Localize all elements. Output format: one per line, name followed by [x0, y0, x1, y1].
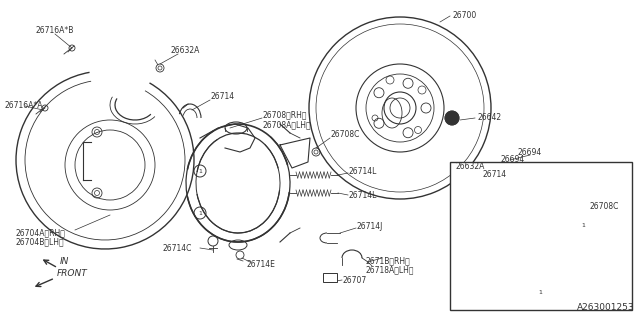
Text: 26642: 26642 — [477, 113, 501, 122]
Text: 26632A: 26632A — [170, 46, 200, 55]
Text: 1: 1 — [538, 290, 542, 294]
Text: 1: 1 — [198, 169, 202, 173]
Text: 26714: 26714 — [210, 92, 234, 101]
Text: 26704B〈LH〉: 26704B〈LH〉 — [15, 237, 63, 246]
Text: 26694: 26694 — [518, 148, 542, 157]
Text: 26632A: 26632A — [455, 162, 484, 171]
Text: 26700: 26700 — [452, 11, 476, 20]
Text: 26714L: 26714L — [348, 167, 376, 176]
Text: 26716A*A: 26716A*A — [4, 101, 42, 110]
Text: 26714: 26714 — [482, 170, 506, 179]
Text: 2671B〈RH〉: 2671B〈RH〉 — [365, 256, 410, 265]
Text: 26714L: 26714L — [348, 191, 376, 200]
Text: 26718A〈LH〉: 26718A〈LH〉 — [365, 265, 413, 274]
Text: 26716A*B: 26716A*B — [35, 26, 74, 35]
Text: 26714J: 26714J — [356, 222, 382, 231]
Text: 26694: 26694 — [500, 155, 524, 164]
Text: 26714E: 26714E — [246, 260, 275, 269]
Text: 1: 1 — [581, 222, 585, 228]
Circle shape — [445, 111, 459, 125]
Text: 26714C: 26714C — [162, 244, 191, 253]
Text: A263001253: A263001253 — [577, 303, 635, 312]
Text: 26708〈RH〉: 26708〈RH〉 — [262, 110, 307, 119]
Text: 26708C: 26708C — [590, 202, 620, 211]
Text: 26708A〈LH〉: 26708A〈LH〉 — [262, 120, 310, 129]
Text: FRONT: FRONT — [57, 268, 88, 277]
Text: 26707: 26707 — [342, 276, 366, 285]
Text: 1: 1 — [198, 211, 202, 215]
Text: IN: IN — [60, 258, 69, 267]
Text: 26708C: 26708C — [330, 130, 360, 139]
Text: 26704A〈RH〉: 26704A〈RH〉 — [15, 228, 65, 237]
Bar — [323, 273, 337, 282]
Bar — [450, 162, 632, 310]
